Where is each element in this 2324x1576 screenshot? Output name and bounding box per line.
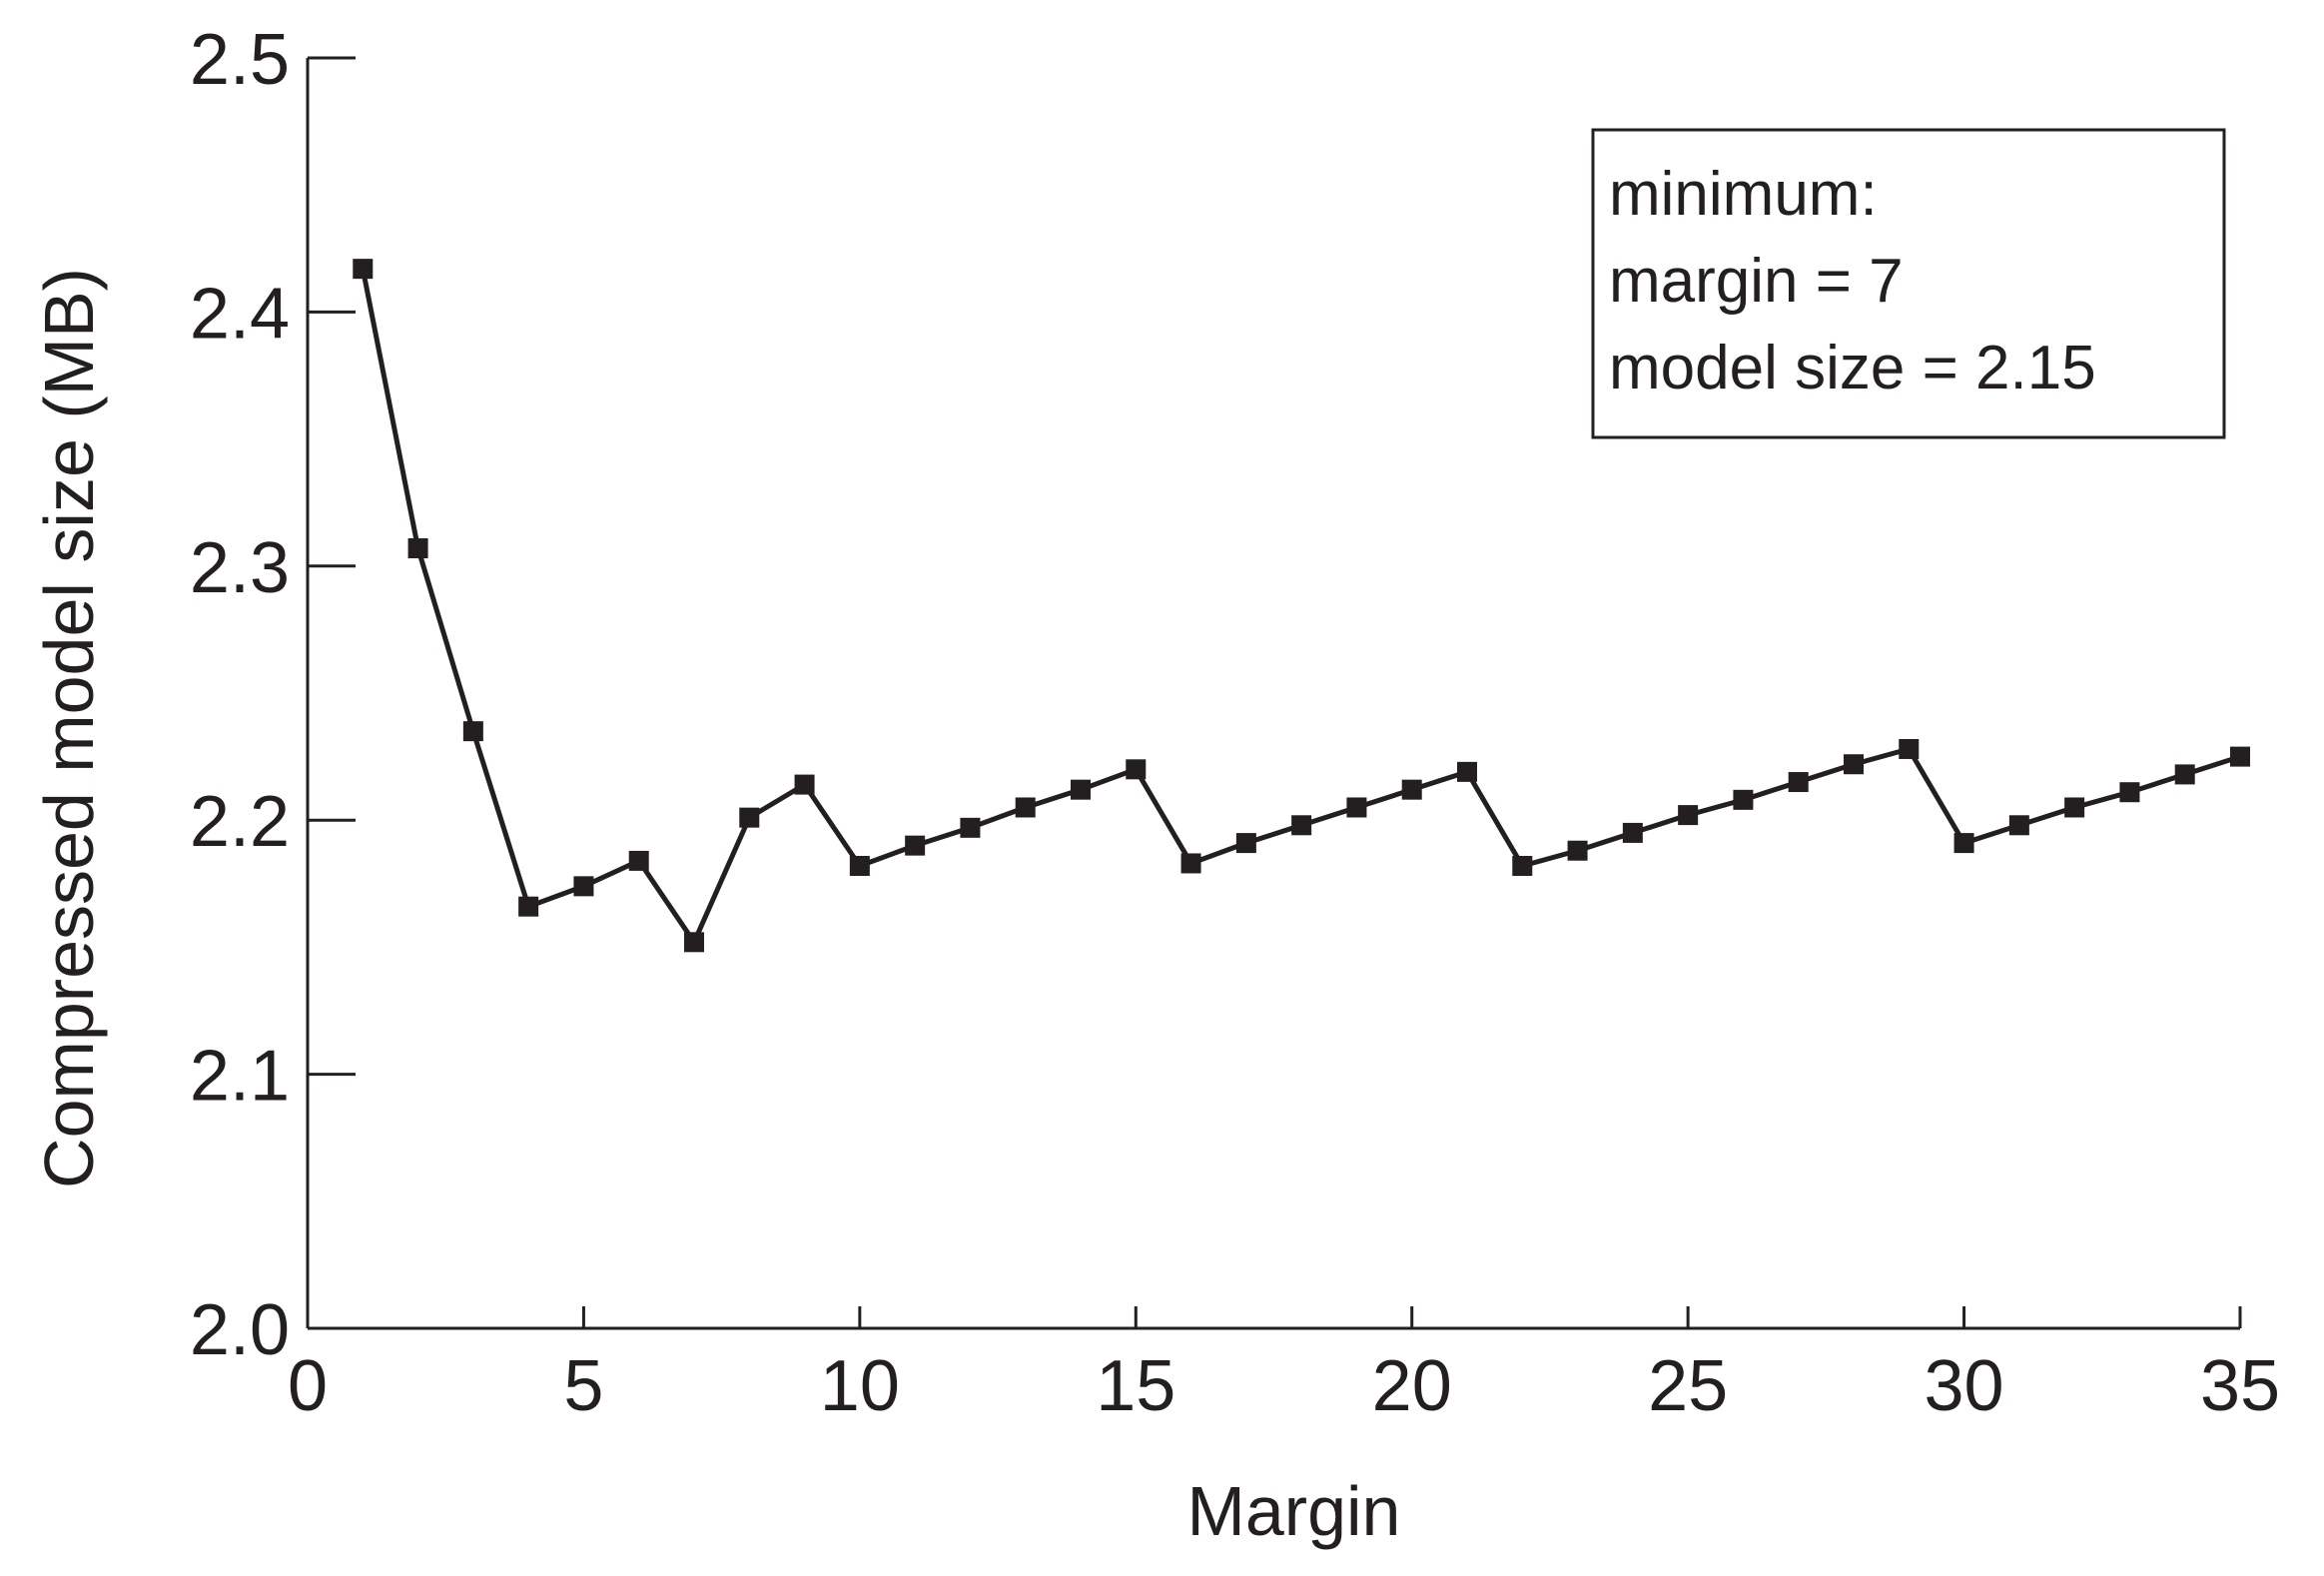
x-tick-label: 5	[563, 1346, 603, 1426]
data-point	[1180, 853, 1201, 874]
data-point	[905, 835, 926, 856]
annotation-line-minimum: minimum:	[1609, 160, 1878, 229]
data-point	[2008, 815, 2029, 836]
data-point	[353, 259, 374, 280]
annotation-line-margin: margin = 7	[1609, 247, 1904, 316]
data-point	[1401, 779, 1422, 800]
data-point	[2230, 746, 2250, 767]
data-point	[1126, 759, 1147, 780]
data-point	[1953, 833, 1974, 854]
data-point	[1346, 797, 1367, 818]
y-tick-label: 2.3	[190, 528, 290, 608]
y-axis-title: Compressed model size (MB)	[30, 268, 108, 1188]
data-point	[794, 774, 815, 795]
data-point	[1071, 779, 1091, 800]
data-point	[462, 721, 483, 742]
y-tick-label: 2.0	[190, 1290, 290, 1370]
data-point	[684, 932, 704, 953]
x-tick-label: 0	[288, 1346, 328, 1426]
data-point	[1788, 772, 1809, 793]
data-point	[2174, 764, 2195, 785]
axes	[306, 58, 2240, 1330]
data-point	[518, 896, 539, 917]
y-tick-label: 2.5	[190, 20, 290, 100]
data-point	[1457, 761, 1477, 782]
series-group	[353, 259, 2250, 953]
x-tick-label: 10	[820, 1346, 900, 1426]
y-ticks: 2.0 2.1 2.2 2.3 2.4 2.5	[190, 20, 356, 1370]
data-point	[739, 807, 760, 828]
x-axis-title: Margin	[1187, 1472, 1401, 1550]
x-tick-label: 25	[1648, 1346, 1728, 1426]
data-point	[1015, 797, 1036, 818]
data-point	[628, 850, 649, 871]
data-point	[407, 537, 428, 558]
y-tick-label: 2.1	[190, 1037, 290, 1117]
y-tick-label: 2.4	[190, 274, 290, 354]
data-point	[960, 817, 981, 838]
x-tick-label: 30	[1925, 1346, 2004, 1426]
annotation-line-model-size: model size = 2.15	[1609, 334, 2096, 402]
y-tick-label: 2.2	[190, 782, 290, 862]
x-tick-label: 35	[2200, 1346, 2280, 1426]
data-point	[1622, 822, 1643, 843]
data-point	[1733, 789, 1754, 810]
data-point	[2064, 797, 2085, 818]
data-point	[2119, 782, 2140, 803]
x-tick-label: 20	[1372, 1346, 1452, 1426]
data-point	[1291, 815, 1312, 836]
x-tick-label: 15	[1096, 1346, 1175, 1426]
annotation-box	[1591, 128, 2226, 439]
data-point	[1567, 840, 1588, 861]
data-point	[1678, 805, 1699, 826]
minimum-annotation: minimum: margin = 7 model size = 2.15	[1591, 128, 2226, 439]
data-point	[1512, 855, 1533, 876]
data-point	[1844, 754, 1864, 775]
data-point	[1899, 738, 1920, 759]
data-point	[1235, 833, 1256, 854]
data-point	[573, 876, 594, 897]
x-ticks: 0 5 10 15 20 25 30 35	[288, 1306, 2280, 1426]
data-point	[849, 855, 870, 876]
